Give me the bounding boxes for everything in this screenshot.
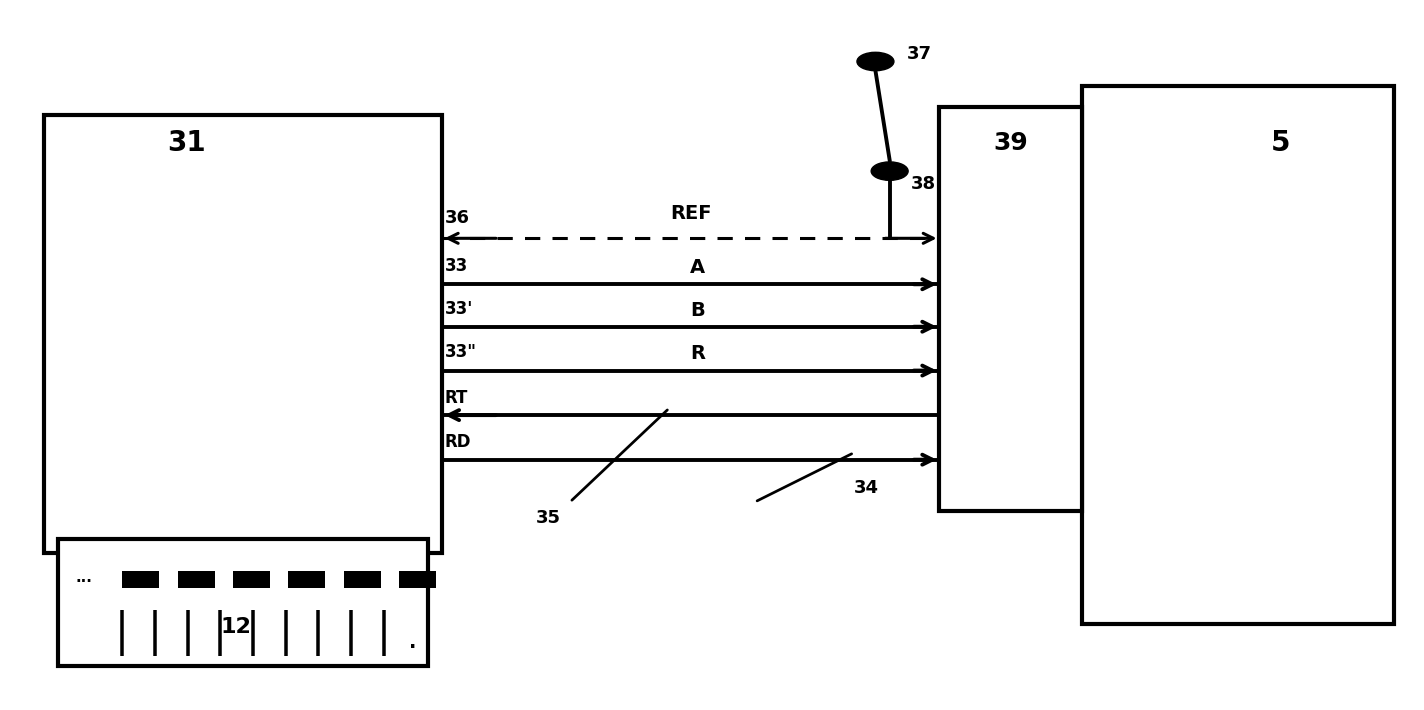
Text: 33': 33' bbox=[444, 300, 473, 317]
Text: 31: 31 bbox=[167, 129, 205, 157]
Bar bbox=[345, 571, 380, 589]
Bar bbox=[1081, 86, 1394, 624]
Text: 33: 33 bbox=[444, 257, 468, 275]
Text: 12: 12 bbox=[221, 617, 251, 638]
Text: 5: 5 bbox=[1270, 129, 1290, 157]
Text: 36: 36 bbox=[444, 209, 470, 227]
Text: B: B bbox=[691, 300, 705, 320]
Text: REF: REF bbox=[669, 204, 712, 223]
Bar bbox=[58, 539, 427, 666]
Text: R: R bbox=[691, 344, 705, 364]
Bar bbox=[399, 571, 436, 589]
Text: 35: 35 bbox=[535, 509, 561, 527]
Text: ...: ... bbox=[75, 570, 93, 585]
Text: RT: RT bbox=[444, 388, 468, 407]
Bar bbox=[44, 114, 441, 553]
Text: 34: 34 bbox=[854, 479, 879, 497]
Text: RD: RD bbox=[444, 433, 471, 451]
Circle shape bbox=[857, 53, 894, 71]
Text: A: A bbox=[691, 258, 705, 277]
Bar bbox=[234, 571, 271, 589]
Text: .: . bbox=[409, 633, 416, 652]
Bar bbox=[178, 571, 215, 589]
Text: 38: 38 bbox=[911, 175, 936, 192]
Bar bbox=[940, 107, 1081, 510]
Circle shape bbox=[871, 162, 909, 180]
Bar bbox=[122, 571, 159, 589]
Text: 33": 33" bbox=[444, 344, 477, 361]
Text: 37: 37 bbox=[907, 45, 931, 63]
Text: 39: 39 bbox=[993, 131, 1028, 155]
Bar bbox=[289, 571, 326, 589]
